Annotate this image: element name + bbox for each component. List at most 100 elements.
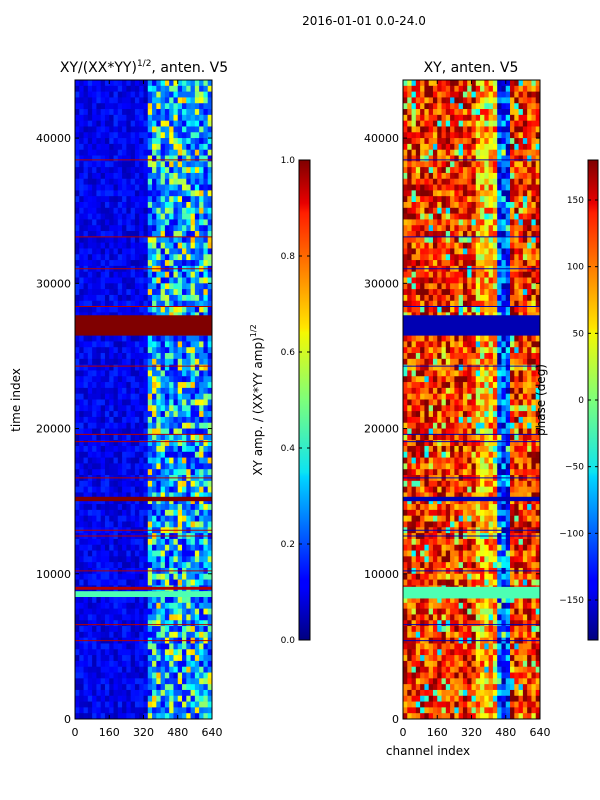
heatmap-cell (531, 248, 537, 255)
heatmap-cell (96, 347, 101, 354)
heatmap-cell (441, 289, 447, 296)
heatmap-cell (182, 416, 187, 424)
heatmap-cell (531, 207, 537, 214)
heatmap-cell (182, 411, 187, 418)
heatmap-cell (139, 399, 144, 406)
heatmap-cell (462, 271, 468, 278)
heatmap-cell (130, 695, 136, 702)
heatmap-cell (83, 399, 89, 406)
heatmap-cell (143, 678, 149, 685)
heatmap-cell (203, 469, 209, 476)
heatmap-cell (100, 138, 106, 145)
heatmap-cell (130, 161, 136, 168)
heatmap-cell (113, 480, 119, 487)
heatmap-cell (117, 602, 123, 609)
heatmap-cell (475, 149, 481, 156)
heatmap-cell (143, 469, 149, 476)
heatmap-cell (203, 242, 209, 249)
heatmap-cell (130, 149, 136, 156)
heatmap-cell (164, 544, 170, 551)
heatmap-cell (100, 172, 106, 180)
heatmap-cell (177, 480, 183, 487)
heatmap-cell (117, 196, 123, 203)
heatmap-cell (484, 138, 489, 145)
heatmap-cell (186, 277, 191, 284)
heatmap-cell (199, 370, 204, 377)
heatmap-cell (522, 201, 528, 209)
heatmap-cell (441, 143, 447, 151)
heatmap-cell (104, 521, 110, 528)
heatmap-cell (152, 451, 157, 458)
heatmap-cell (96, 196, 101, 203)
heatmap-cell (126, 219, 131, 226)
heatmap-cell (199, 562, 204, 569)
heatmap-cell (139, 358, 144, 365)
heatmap-cell (207, 201, 213, 209)
heatmap-cell (492, 97, 498, 104)
heatmap-cell (96, 277, 101, 284)
heatmap-cell (92, 341, 97, 348)
heatmap-cell (207, 248, 213, 255)
heatmap-cell (113, 422, 119, 429)
heatmap-cell (169, 573, 174, 580)
heatmap-cell (109, 684, 114, 691)
heatmap-cell (113, 172, 119, 180)
heatmap-cell (169, 242, 174, 249)
heatmap-cell (79, 387, 84, 394)
heatmap-cell (441, 300, 447, 307)
heatmap-cell (458, 260, 464, 267)
heatmap-cell (424, 97, 429, 104)
heatmap-cell (156, 132, 161, 139)
heatmap-cell (190, 289, 196, 296)
heatmap-cell (113, 626, 119, 633)
heatmap-cell (437, 138, 442, 145)
heatmap-cell (164, 451, 170, 458)
heatmap-cell (75, 713, 80, 720)
heatmap-cell (113, 486, 119, 493)
heatmap-cell (441, 172, 447, 180)
heatmap-cell (96, 440, 101, 447)
heatmap-cell (113, 126, 119, 133)
heatmap-cell (92, 422, 97, 429)
heatmap-cell (177, 85, 183, 92)
heatmap-cell (156, 480, 161, 487)
heatmap-cell (177, 236, 183, 243)
heatmap-cell (492, 91, 498, 98)
heatmap-cell (445, 161, 451, 168)
heatmap-cell (130, 707, 136, 714)
heatmap-cell (411, 184, 417, 191)
heatmap-cell (203, 550, 209, 557)
heatmap-cell (182, 120, 187, 127)
heatmap-cell (79, 509, 84, 516)
heatmap-cell (75, 178, 80, 185)
heatmap-cell (83, 509, 89, 516)
heatmap-cell (475, 271, 481, 278)
heatmap-cell (432, 172, 438, 180)
heatmap-cell (160, 451, 166, 458)
heatmap-cell (92, 306, 97, 313)
heatmap-cell (475, 283, 481, 290)
heatmap-cell (92, 289, 97, 296)
heatmap-cell (186, 358, 191, 365)
heatmap-cell (182, 97, 187, 104)
heatmap-cell (152, 405, 157, 412)
heatmap-cell (164, 126, 170, 133)
heatmap-cell (535, 231, 541, 238)
heatmap-cell (139, 167, 144, 174)
heatmap-cell (139, 713, 144, 720)
heatmap-cell (87, 341, 93, 348)
heatmap-cell (488, 167, 494, 174)
heatmap-cell (467, 306, 472, 313)
heatmap-cell (79, 579, 84, 586)
heatmap-cell (484, 132, 489, 139)
heatmap-cell (182, 399, 187, 406)
heatmap-cell (445, 300, 451, 307)
heatmap-cell (126, 335, 131, 342)
heatmap-cell (92, 358, 97, 365)
heatmap-cell (87, 248, 93, 255)
heatmap-cell (505, 97, 511, 104)
heatmap-cell (104, 347, 110, 354)
heatmap-cell (104, 445, 110, 453)
heatmap-cell (475, 254, 481, 261)
heatmap-cell (75, 149, 80, 156)
